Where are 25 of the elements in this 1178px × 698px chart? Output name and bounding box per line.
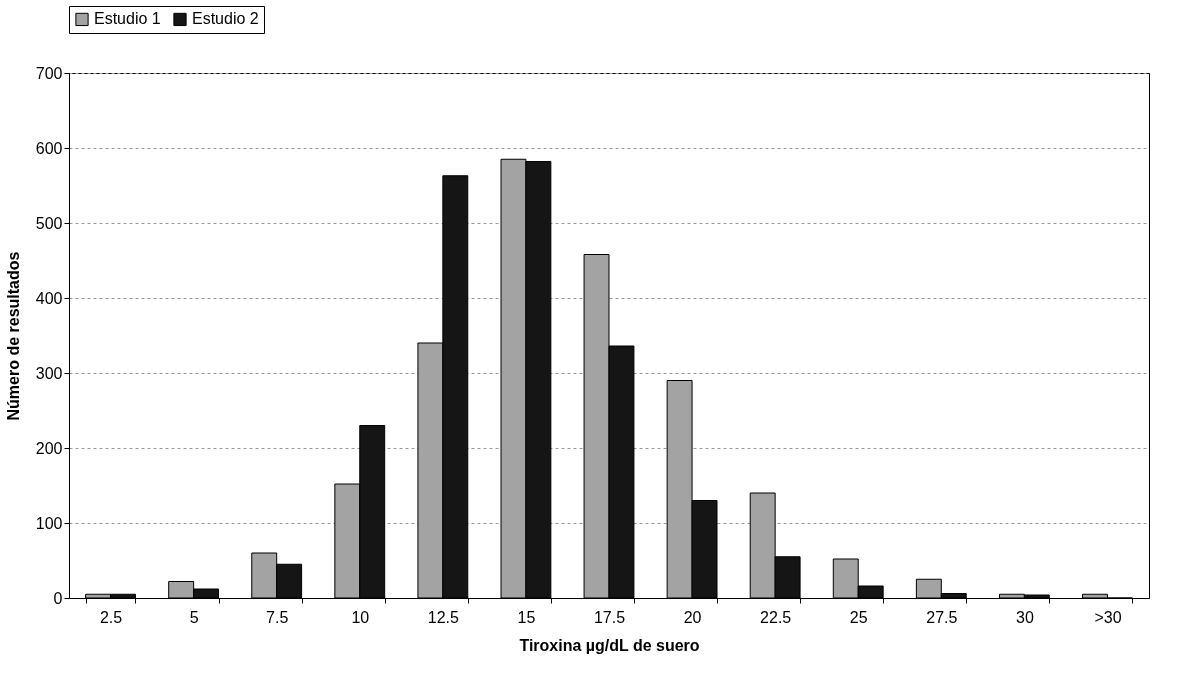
x-tick-label: 15 xyxy=(517,608,536,626)
y-tick-label: 200 xyxy=(35,439,63,457)
x-tick-label: 22.5 xyxy=(760,608,792,626)
x-tick-label: 17.5 xyxy=(593,608,626,626)
x-tick-label: 30 xyxy=(1015,608,1034,626)
legend-label: Estudio 2 xyxy=(192,10,259,28)
x-tick-label: 10 xyxy=(351,608,370,626)
x-tick-label: 2.5 xyxy=(99,608,123,626)
x-tick-label: >30 xyxy=(1094,608,1122,626)
y-tick-label: 400 xyxy=(35,289,63,307)
x-tick-label: 20 xyxy=(683,608,702,626)
legend-label: Estudio 1 xyxy=(94,10,161,28)
y-tick-label: 300 xyxy=(35,364,63,382)
x-tick-label: 7.5 xyxy=(266,608,289,626)
x-tick-label: 25 xyxy=(849,608,868,626)
x-tick-label: 5 xyxy=(189,608,199,626)
x-tick-label: 12.5 xyxy=(427,608,460,626)
y-tick-label: 700 xyxy=(35,64,63,82)
y-tick-label: 0 xyxy=(53,589,63,607)
x-axis-title: Tiroxina µg/dL de suero xyxy=(519,636,700,654)
y-axis-title: Número de resultados xyxy=(4,251,22,421)
y-tick-label: 500 xyxy=(35,214,63,232)
y-tick-label: 600 xyxy=(35,139,63,157)
y-tick-label: 100 xyxy=(35,514,63,532)
x-tick-label: 27.5 xyxy=(926,608,958,626)
